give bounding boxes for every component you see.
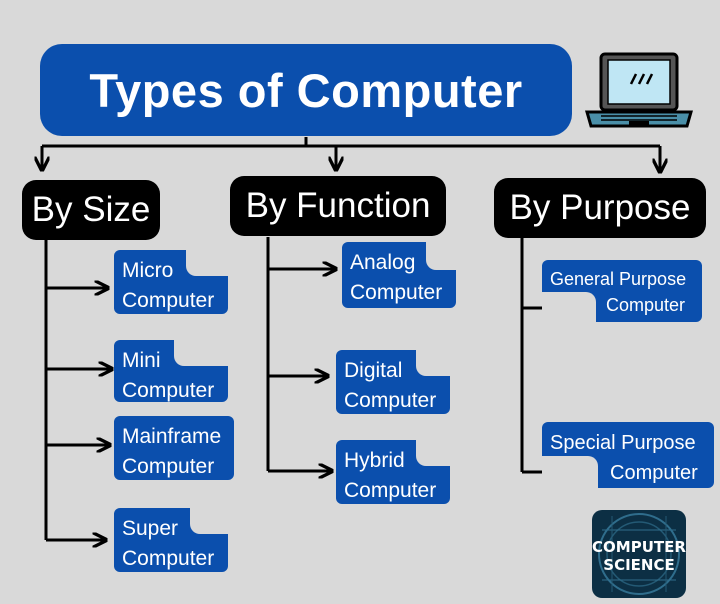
category-label: By Function <box>245 186 431 225</box>
badge-line1: COMPUTER <box>592 538 686 556</box>
leaf-line1: Analog <box>350 251 416 274</box>
category-by-function: By Function <box>230 176 446 236</box>
leaf-line1: Mini <box>122 349 161 372</box>
category-by-purpose: By Purpose <box>494 178 706 238</box>
leaf-special-purpose-computer: Special Purpose Computer <box>542 422 714 488</box>
top-connector <box>42 137 660 172</box>
leaf-line1: Super <box>122 517 179 540</box>
leaf-super-computer: Super Computer <box>114 508 228 572</box>
leaf-line2: Computer <box>344 479 437 502</box>
size-branch-lines <box>44 236 112 540</box>
leaf-line2: Computer <box>122 289 215 312</box>
leaf-line2: Computer <box>122 547 215 570</box>
leaf-line1: General Purpose <box>550 269 687 289</box>
leaf-mini-computer: Mini Computer <box>114 340 228 402</box>
laptop-icon <box>585 52 693 128</box>
category-by-size: By Size <box>22 180 160 240</box>
leaf-line1: Mainframe <box>122 425 222 448</box>
badge-line2: SCIENCE <box>603 556 675 574</box>
function-branch-lines <box>266 237 336 471</box>
leaf-general-purpose-computer: General Purpose Computer <box>542 260 702 322</box>
leaf-mainframe-computer: Mainframe Computer <box>114 416 234 480</box>
leaf-line2: Computer <box>606 295 686 315</box>
leaf-line2: Computer <box>122 455 215 478</box>
leaf-analog-computer: Analog Computer <box>342 242 456 308</box>
leaf-line1: Special Purpose <box>550 432 696 454</box>
leaf-line1: Digital <box>344 359 403 382</box>
leaf-line1: Hybrid <box>344 449 405 472</box>
category-label: By Size <box>31 190 151 229</box>
category-label: By Purpose <box>509 188 691 227</box>
circuit-pattern-icon <box>598 513 680 595</box>
title-banner: Types of Computer <box>40 44 572 136</box>
page-title: Types of Computer <box>89 63 523 117</box>
leaf-line1: Micro <box>122 259 174 282</box>
computer-science-logo: COMPUTER SCIENCE <box>592 510 686 598</box>
leaf-hybrid-computer: Hybrid Computer <box>336 440 450 504</box>
leaf-micro-computer: Micro Computer <box>114 250 228 314</box>
leaf-line2: Computer <box>344 389 437 412</box>
leaf-line2: Computer <box>122 379 215 402</box>
leaf-line2: Computer <box>610 462 698 484</box>
leaf-line2: Computer <box>350 281 443 304</box>
leaf-digital-computer: Digital Computer <box>336 350 450 414</box>
